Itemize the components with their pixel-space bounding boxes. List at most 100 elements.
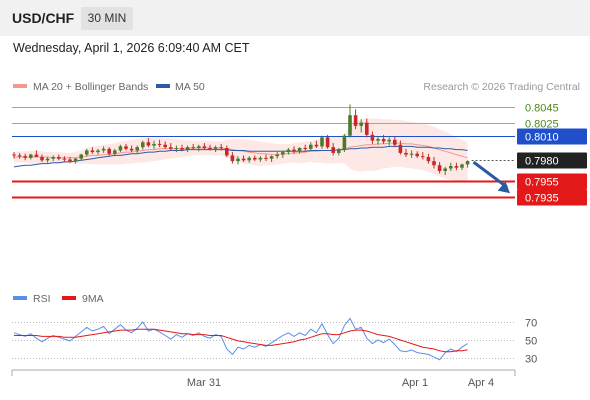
candle-body	[79, 154, 83, 159]
x-tick-label: Apr 1	[402, 377, 428, 389]
candle-body	[393, 139, 397, 145]
candle-body	[180, 148, 184, 150]
candle-body	[85, 150, 89, 155]
candle-body	[230, 155, 235, 162]
candle	[449, 162, 453, 171]
candle	[409, 150, 414, 158]
candle	[101, 146, 106, 153]
candle-body	[135, 147, 139, 151]
candle-body	[353, 115, 358, 126]
candle	[219, 143, 223, 151]
candle-body	[325, 137, 330, 148]
candle-body	[331, 147, 335, 153]
candle	[381, 134, 386, 144]
candle-body	[213, 147, 218, 149]
credit-text: Research © 2026 Trading Central	[423, 81, 580, 93]
candle-body	[45, 158, 50, 161]
candle	[68, 157, 72, 163]
candle-body	[29, 154, 33, 158]
candle-body	[96, 150, 100, 153]
candle	[85, 148, 89, 157]
candle	[141, 140, 145, 150]
candle	[29, 153, 33, 160]
candle	[208, 144, 212, 151]
candle	[387, 137, 391, 146]
timeframe-button[interactable]: 30 MIN	[81, 7, 133, 30]
rsi-ma-line	[14, 328, 468, 353]
candle	[359, 119, 363, 133]
rsi-lines[interactable]	[13, 317, 468, 361]
candle-body	[449, 166, 453, 169]
candle	[393, 136, 397, 148]
candle-body	[309, 144, 313, 149]
candle	[303, 144, 307, 152]
rsi-tick-label: 70	[525, 318, 537, 330]
candle	[398, 140, 403, 155]
candle-body	[253, 157, 257, 160]
candle-body	[359, 122, 363, 126]
candle	[45, 157, 50, 163]
candle	[12, 152, 16, 159]
candle	[376, 136, 380, 145]
candle	[337, 148, 341, 156]
candle	[57, 154, 61, 161]
candle-body	[460, 164, 464, 168]
candle	[40, 154, 44, 162]
candle	[454, 162, 459, 171]
candle	[325, 134, 330, 149]
candle	[62, 156, 67, 162]
candle-body	[342, 135, 347, 150]
candle	[197, 144, 201, 152]
candle	[152, 140, 156, 149]
candle-body	[107, 148, 111, 154]
candle-body	[286, 149, 291, 153]
rsi-ma-legend-label: 9MA	[82, 293, 104, 305]
candle-body	[320, 137, 324, 147]
candle	[96, 148, 100, 155]
candle	[174, 145, 179, 153]
candle	[331, 143, 335, 156]
candle-body	[73, 158, 78, 162]
candle	[415, 151, 419, 158]
candle-body	[404, 152, 408, 155]
candle	[225, 145, 229, 158]
symbol-title: USD/CHF	[12, 10, 75, 26]
candle	[34, 150, 39, 158]
rsi-line	[13, 317, 468, 361]
candle	[437, 161, 442, 174]
candle	[320, 135, 324, 149]
candle-body	[157, 143, 162, 145]
candle	[264, 154, 268, 162]
candle-body	[169, 147, 173, 149]
candle-body	[269, 156, 274, 159]
candle-body	[191, 147, 195, 149]
x-tick-label: Mar 31	[187, 377, 221, 389]
candle	[348, 104, 352, 138]
candle	[365, 118, 369, 138]
candle	[118, 144, 123, 153]
candle	[73, 157, 78, 164]
candle	[129, 145, 134, 153]
candle-body	[314, 144, 319, 147]
candle-body	[124, 146, 128, 149]
ma50-line	[13, 145, 468, 168]
level-label-last-price: 0.7980	[525, 156, 559, 168]
candle-body	[432, 161, 436, 166]
candle-body	[303, 148, 307, 149]
price-levels	[12, 107, 515, 199]
candle-body	[118, 146, 123, 151]
level-label-resistance-2: 0.8045	[525, 103, 559, 115]
candle-body	[387, 139, 391, 142]
candle-body	[34, 154, 39, 158]
candle	[370, 131, 375, 144]
candle	[107, 147, 111, 156]
candle	[236, 156, 240, 165]
ma50-legend-label: MA 50	[175, 81, 205, 93]
candle-body	[376, 138, 380, 141]
candle	[185, 145, 190, 153]
candle	[275, 152, 279, 159]
candle	[432, 157, 436, 169]
candle	[353, 109, 358, 130]
